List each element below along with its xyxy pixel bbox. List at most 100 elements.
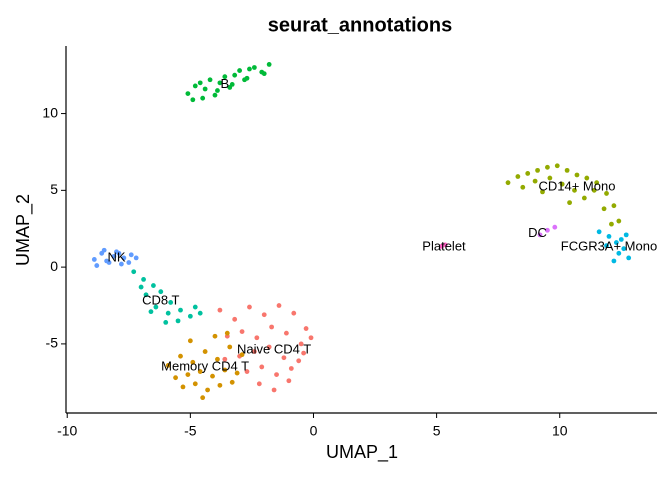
point	[259, 364, 265, 370]
point	[283, 330, 289, 336]
point	[232, 72, 238, 78]
point	[217, 382, 223, 388]
point	[192, 381, 198, 387]
cluster-label: FCGR3A+ Mono	[561, 239, 657, 254]
point	[227, 344, 233, 350]
point	[288, 366, 294, 371]
point	[601, 206, 607, 212]
point	[604, 243, 609, 249]
point	[128, 252, 134, 258]
point	[621, 246, 627, 252]
x-tick-label: 0	[310, 423, 318, 439]
point	[515, 174, 521, 179]
point	[591, 187, 597, 193]
point	[572, 187, 577, 193]
point	[104, 258, 110, 264]
point	[244, 369, 250, 374]
point	[187, 313, 193, 319]
point	[158, 289, 164, 295]
point	[298, 341, 304, 347]
point	[574, 172, 580, 178]
point	[254, 335, 260, 341]
point	[202, 86, 208, 92]
point	[190, 359, 196, 365]
point	[222, 356, 228, 362]
point	[133, 255, 139, 261]
point	[151, 283, 156, 288]
point	[212, 333, 218, 339]
x-tick-label: -10	[57, 423, 77, 439]
point	[296, 358, 302, 364]
point	[256, 381, 262, 387]
point	[584, 175, 590, 181]
cluster-label: NK	[107, 249, 125, 264]
point	[192, 83, 198, 89]
y-tick-label: 5	[50, 181, 58, 197]
point	[91, 257, 97, 262]
point	[175, 318, 181, 324]
point	[564, 167, 570, 173]
point	[237, 68, 243, 73]
point	[609, 221, 614, 227]
point	[234, 370, 240, 376]
point	[537, 232, 543, 238]
point	[604, 191, 609, 196]
point	[197, 369, 203, 374]
point	[301, 350, 307, 356]
point	[217, 307, 223, 313]
point	[303, 326, 309, 331]
point	[540, 189, 545, 195]
point	[217, 80, 223, 86]
point	[567, 200, 572, 206]
point	[261, 312, 267, 318]
point	[180, 384, 186, 390]
point	[215, 356, 220, 362]
point	[119, 261, 124, 267]
y-tick-label: -5	[46, 335, 59, 351]
point	[239, 329, 245, 335]
point	[281, 355, 287, 361]
point	[559, 181, 565, 187]
point	[168, 300, 174, 305]
point	[131, 269, 137, 275]
point	[532, 178, 538, 184]
point	[269, 324, 275, 330]
point	[611, 258, 617, 264]
point	[606, 234, 612, 239]
point	[111, 253, 117, 259]
point	[247, 304, 252, 310]
point	[520, 184, 526, 190]
point	[616, 218, 622, 224]
point	[215, 88, 220, 93]
cluster-label: Naive CD4 T	[237, 341, 311, 356]
point	[126, 260, 132, 265]
point	[153, 304, 159, 310]
point	[547, 175, 553, 181]
point	[200, 395, 206, 401]
y-tick-label: 0	[50, 258, 58, 274]
cluster-label: B	[220, 76, 229, 91]
point	[178, 353, 183, 359]
point	[197, 310, 203, 316]
point	[251, 65, 257, 70]
point	[271, 387, 277, 393]
point	[116, 250, 122, 256]
point	[178, 307, 183, 313]
point	[626, 255, 632, 261]
point	[141, 277, 146, 282]
point	[247, 66, 252, 72]
point	[190, 97, 196, 103]
point	[173, 375, 178, 381]
point	[239, 352, 245, 358]
point	[94, 263, 100, 268]
point	[581, 195, 587, 201]
y-axis-title: UMAP_2	[13, 194, 34, 266]
point	[165, 362, 171, 368]
point	[286, 378, 292, 384]
point	[596, 229, 602, 235]
point	[224, 330, 230, 336]
point	[101, 247, 107, 253]
point	[552, 224, 558, 230]
cluster-label: CD14+ Mono	[538, 179, 615, 194]
